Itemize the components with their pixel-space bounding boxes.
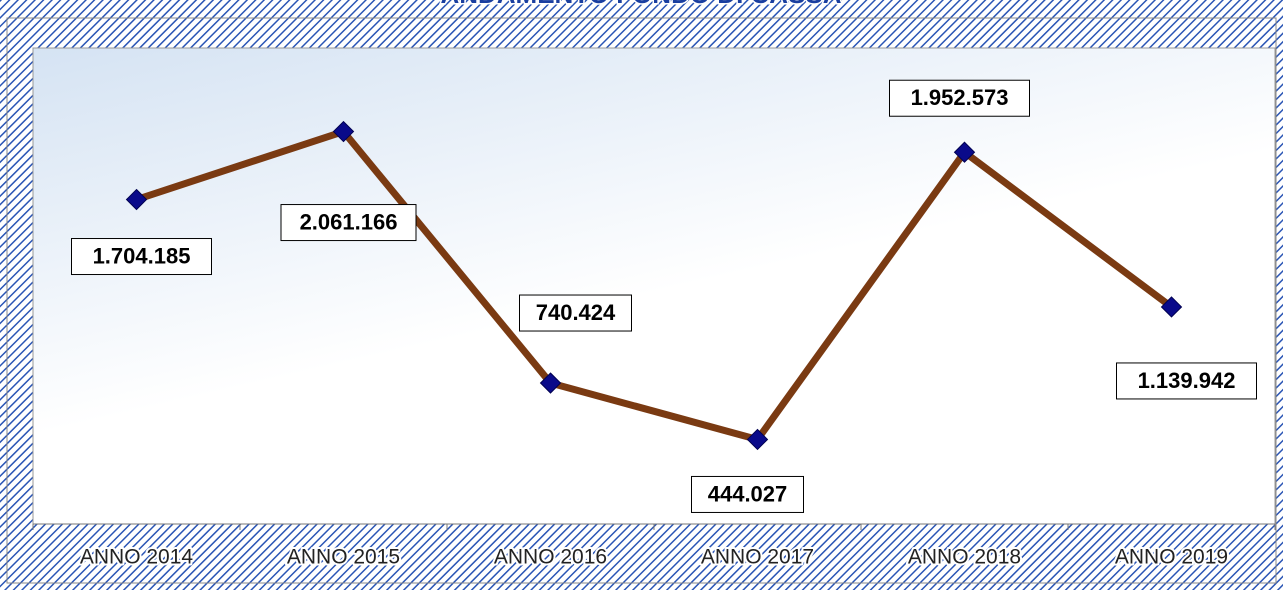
x-tick-label: ANNO 2016 [494,546,607,569]
data-label-box [280,204,417,242]
x-tick-label: ANNO 2015 [287,546,400,569]
chart-title: ANDAMENTO FONDO DI CASSA [440,0,841,9]
data-label: 740.424 [536,300,616,325]
data-label-box [889,79,1030,117]
data-point [746,428,769,451]
data-label: 444.027 [708,481,788,506]
data-label: 1.952.573 [911,85,1009,110]
data-label: 2.061.166 [300,209,398,234]
data-label: 1.704.185 [93,243,191,268]
x-tick-label: ANNO 2014 [80,546,194,569]
data-point [1160,296,1183,318]
data-label: 1.139.942 [1138,368,1236,393]
data-point [953,141,976,163]
data-point [125,188,148,211]
data-label-box [71,238,212,276]
data-label-box [691,475,804,513]
x-tick-label: ANNO 2019 [1115,546,1228,569]
data-label-box [1116,362,1257,400]
data-point [539,372,562,394]
data-line [135,128,1174,443]
data-label-box [519,294,632,332]
x-tick-label: ANNO 2017 [701,546,814,569]
plot-area [32,47,1276,525]
plot: ANNO 2014 ANNO 2015 ANNO 2016 ANNO 2017 ANNO… [32,79,1276,571]
data-point [332,120,355,143]
x-tick-label: ANNO 2018 [908,546,1021,569]
chart-border [6,17,1277,584]
